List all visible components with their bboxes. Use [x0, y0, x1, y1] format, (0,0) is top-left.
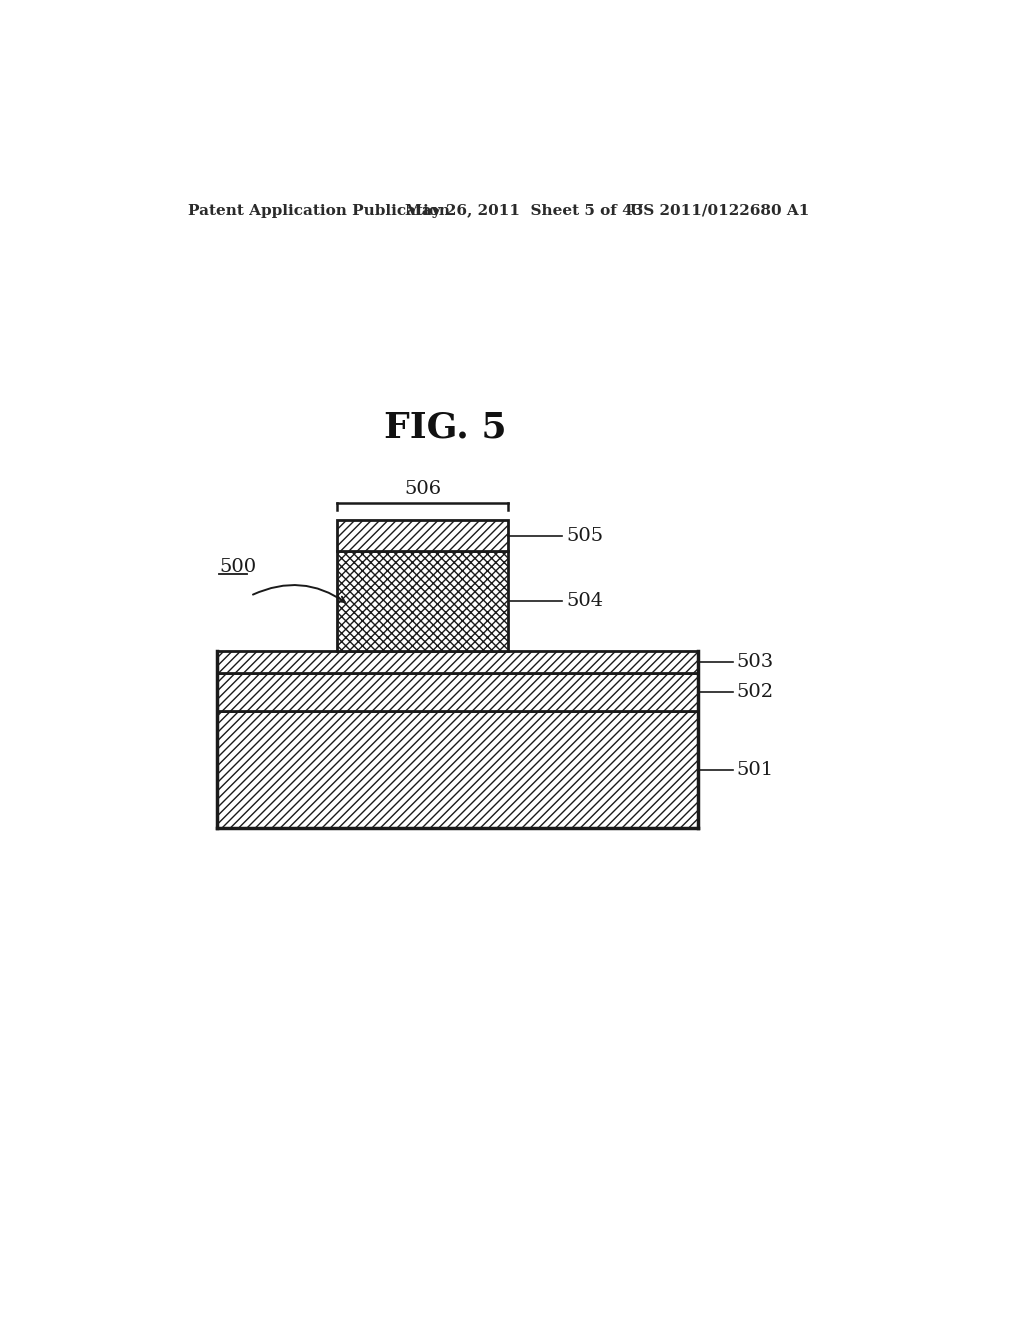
Text: 500: 500 [219, 557, 257, 576]
Bar [337, 520, 508, 552]
Text: 502: 502 [736, 682, 773, 701]
Text: 505: 505 [566, 527, 603, 545]
Bar [217, 651, 697, 673]
Text: FIG. 5: FIG. 5 [384, 411, 507, 445]
Text: 503: 503 [736, 653, 773, 671]
Text: Patent Application Publication: Patent Application Publication [188, 203, 451, 218]
Text: 501: 501 [736, 760, 773, 779]
Bar [217, 711, 697, 829]
Bar [217, 673, 697, 711]
Text: 504: 504 [566, 593, 603, 610]
Text: US 2011/0122680 A1: US 2011/0122680 A1 [630, 203, 810, 218]
Text: 506: 506 [403, 480, 441, 499]
Text: May 26, 2011  Sheet 5 of 43: May 26, 2011 Sheet 5 of 43 [406, 203, 644, 218]
Bar [337, 552, 508, 651]
